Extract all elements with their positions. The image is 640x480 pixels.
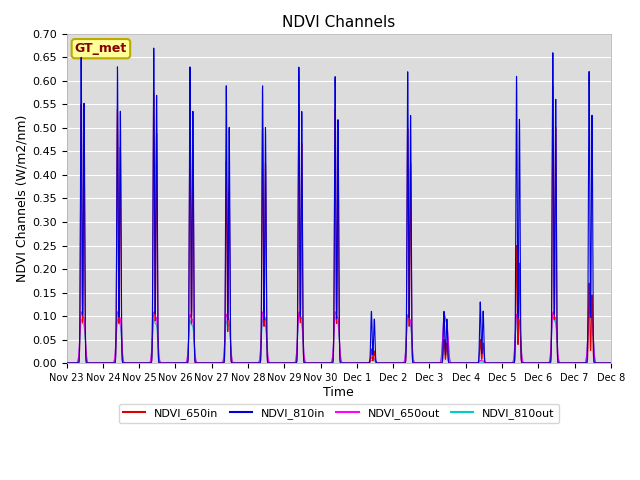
Text: GT_met: GT_met bbox=[75, 42, 127, 55]
Legend: NDVI_650in, NDVI_810in, NDVI_650out, NDVI_810out: NDVI_650in, NDVI_810in, NDVI_650out, NDV… bbox=[118, 404, 559, 423]
Title: NDVI Channels: NDVI Channels bbox=[282, 15, 396, 30]
Y-axis label: NDVI Channels (W/m2/nm): NDVI Channels (W/m2/nm) bbox=[15, 115, 28, 282]
X-axis label: Time: Time bbox=[323, 385, 354, 398]
